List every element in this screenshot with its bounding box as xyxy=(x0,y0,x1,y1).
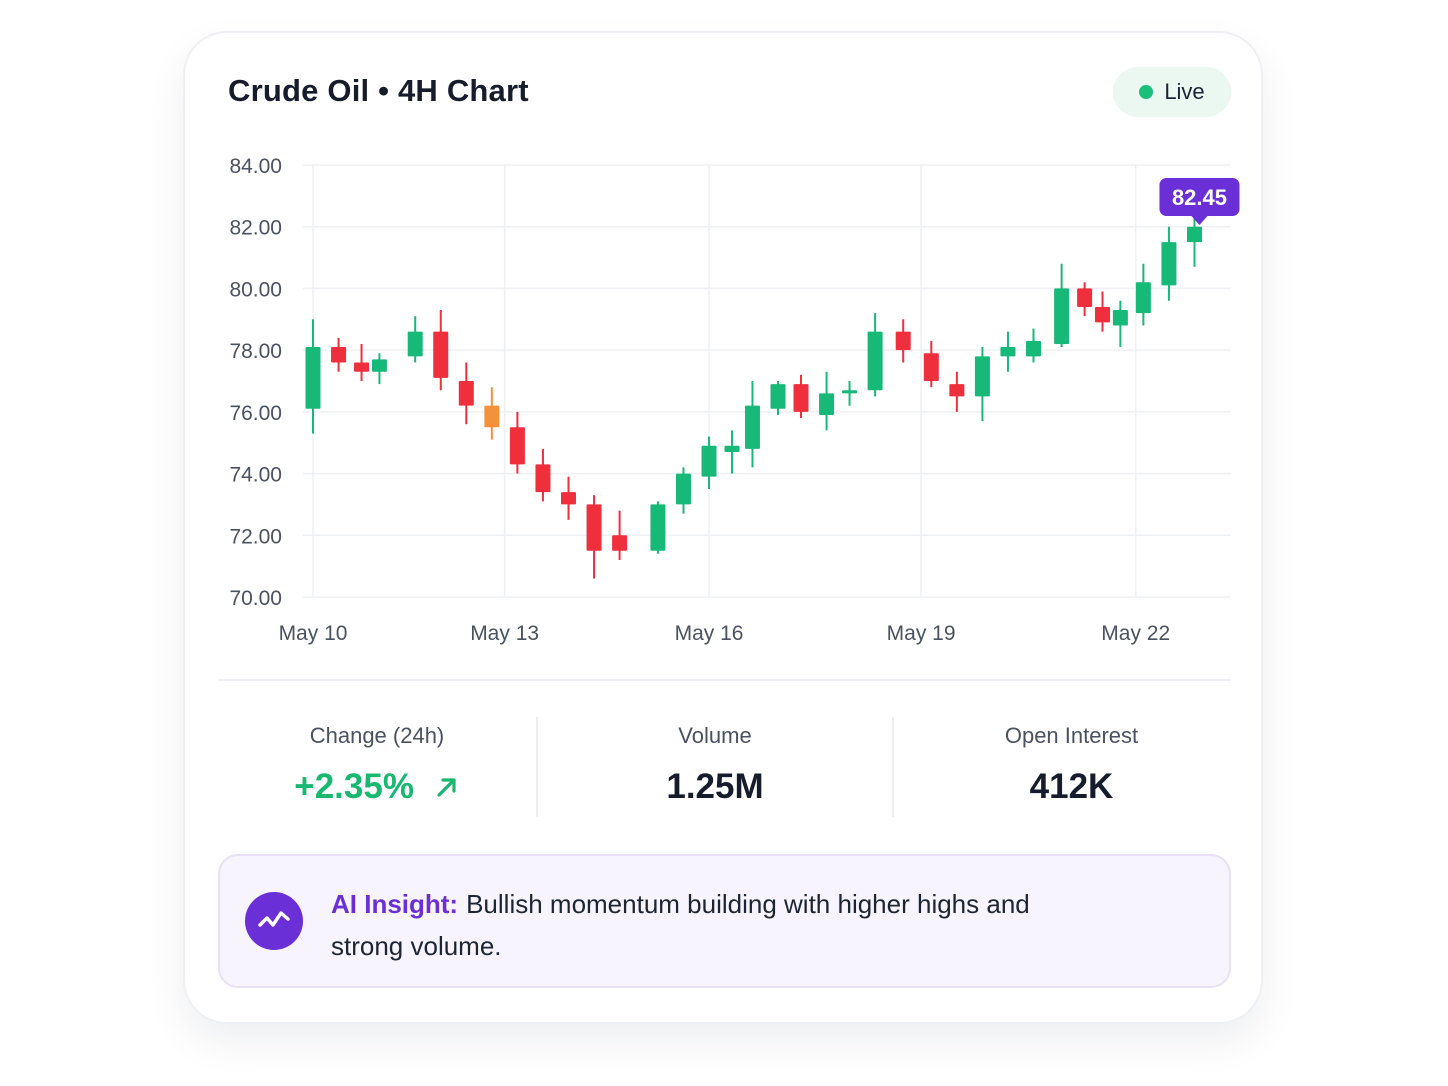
candle-body xyxy=(586,504,602,551)
live-status-dot xyxy=(1139,85,1154,99)
candle-body xyxy=(675,473,691,505)
y-tick-label: 82.00 xyxy=(229,217,282,240)
candle-body xyxy=(949,384,965,397)
y-tick-label: 76.00 xyxy=(229,402,282,425)
candle-body xyxy=(1000,347,1016,357)
ai-insight-label: AI Insight: xyxy=(331,889,459,919)
candle-body xyxy=(770,384,786,409)
x-tick-label: May 22 xyxy=(1101,622,1170,645)
stat-change-value-row: +2.35% xyxy=(218,767,536,807)
candle-body xyxy=(842,390,858,394)
stat-volume: Volume 1.25M xyxy=(538,717,892,817)
last-price-tag-pointer xyxy=(1191,216,1208,225)
stat-volume-value: 1.25M xyxy=(666,767,764,806)
candle-body xyxy=(484,405,500,428)
candle-body xyxy=(371,359,387,372)
candle-body xyxy=(744,405,760,449)
candle-body xyxy=(1054,288,1070,344)
x-tick-label: May 13 xyxy=(470,622,539,645)
candle-body xyxy=(1135,282,1151,314)
candle-body xyxy=(1112,310,1128,326)
candle-body xyxy=(1161,242,1177,286)
x-tick-label: May 16 xyxy=(675,622,744,645)
candle-body xyxy=(1077,288,1093,307)
stat-separator xyxy=(892,717,894,817)
y-tick-label: 80.00 xyxy=(229,278,282,301)
candle-body xyxy=(354,362,370,372)
last-price-tag xyxy=(1159,178,1240,216)
candle-body xyxy=(407,331,423,357)
candle-body xyxy=(895,331,911,351)
x-tick-label: May 19 xyxy=(887,622,956,645)
ai-insight-panel: AI Insight: Bullish momentum building wit… xyxy=(218,854,1231,988)
candle-body xyxy=(331,347,347,363)
live-badge[interactable]: Live xyxy=(1113,67,1231,117)
candle-body xyxy=(1094,306,1110,323)
y-tick-label: 74.00 xyxy=(229,464,282,487)
candle-body xyxy=(974,356,990,397)
stat-change-value: +2.35% xyxy=(294,767,414,806)
arrow-up-right-icon xyxy=(437,778,456,797)
stat-change: Change (24h) +2.35% xyxy=(218,717,536,817)
stat-open-interest: Open Interest 412K xyxy=(894,717,1249,817)
candle-body xyxy=(867,331,883,391)
candle-body xyxy=(433,331,449,378)
candle-body xyxy=(819,393,835,415)
stat-separator xyxy=(536,717,538,817)
y-tick-label: 72.00 xyxy=(229,525,282,548)
live-label: Live xyxy=(1164,79,1205,104)
candle-body xyxy=(561,492,576,505)
candle-body xyxy=(1186,226,1202,243)
candle-body xyxy=(701,445,717,477)
stat-change-label: Change (24h) xyxy=(309,723,445,748)
candle-body xyxy=(1026,340,1042,357)
candle-body xyxy=(509,427,525,465)
x-tick-label: May 10 xyxy=(279,622,348,645)
candle-body xyxy=(923,353,939,381)
ai-insight-message: Bullish momentum building with higher hi… xyxy=(331,889,1030,961)
candle-body xyxy=(612,535,628,551)
candle-body xyxy=(458,381,474,406)
candle-body xyxy=(305,347,321,409)
stat-open-interest-label: Open Interest xyxy=(1004,723,1139,748)
section-divider xyxy=(218,679,1231,681)
candle-body xyxy=(535,464,551,493)
y-tick-label: 84.00 xyxy=(229,155,282,178)
candle-body xyxy=(724,445,740,452)
activity-pulse-icon xyxy=(245,892,303,950)
last-price-label: 82.45 xyxy=(1172,185,1227,210)
chart-card: Crude Oil • 4H Chart Live 84.00 82.00 80.0… xyxy=(183,31,1263,1024)
candle-body xyxy=(650,504,666,551)
candle-body xyxy=(793,384,809,412)
stat-volume-label: Volume xyxy=(678,723,752,748)
stat-open-interest-value: 412K xyxy=(1029,767,1114,806)
y-tick-label: 78.00 xyxy=(229,340,282,363)
y-tick-label: 70.00 xyxy=(229,587,282,610)
candlestick-chart[interactable]: 84.00 82.00 80.00 78.00 76.00 74.00 72.00 70.00… xyxy=(185,33,1265,673)
ai-insight-text: AI Insight: Bullish momentum building wit… xyxy=(331,883,1091,967)
chart-title: Crude Oil • 4H Chart xyxy=(228,73,529,108)
